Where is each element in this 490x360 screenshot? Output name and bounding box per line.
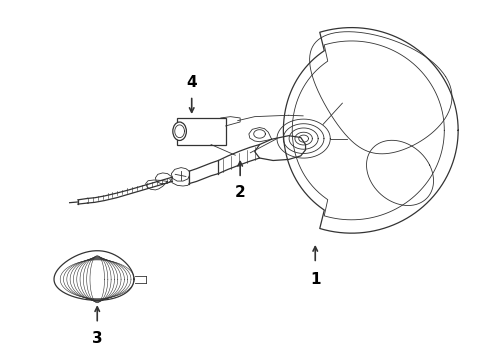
Text: 4: 4 <box>186 75 197 90</box>
Text: 3: 3 <box>92 330 102 346</box>
Bar <box>177 118 225 145</box>
Text: 1: 1 <box>310 272 320 287</box>
Text: 2: 2 <box>235 185 245 200</box>
Ellipse shape <box>173 122 186 140</box>
